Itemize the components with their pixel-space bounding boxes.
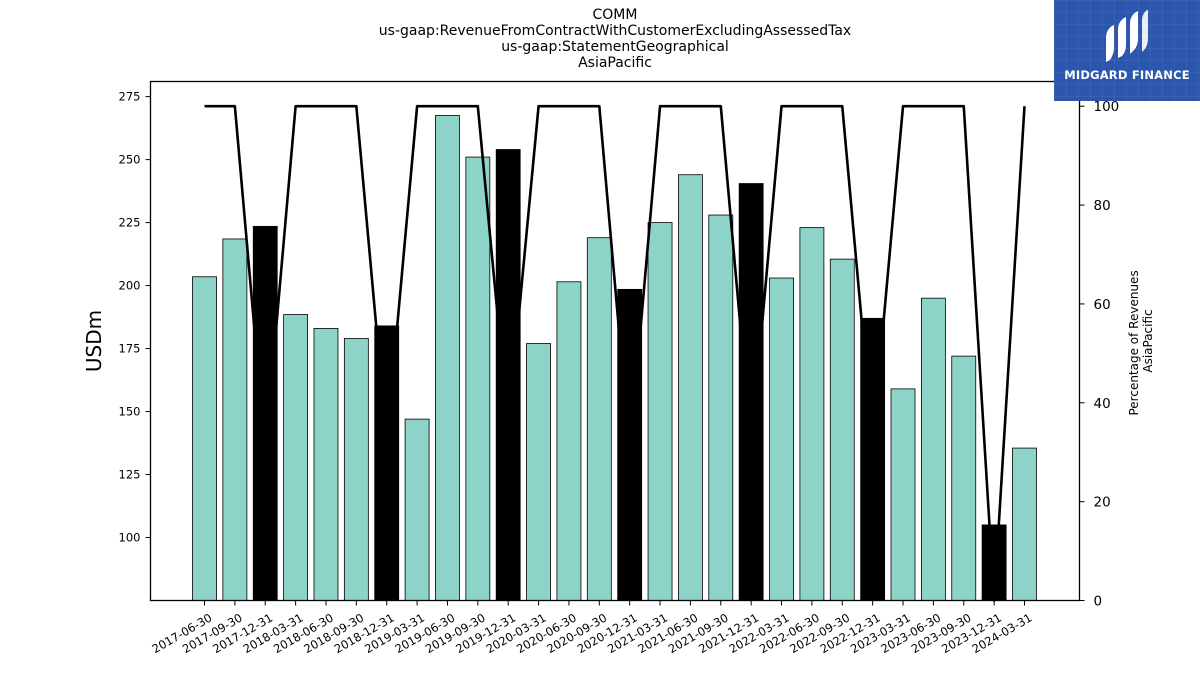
bar-2018-12-31 [374,325,400,601]
bar-2024-03-31 [1012,447,1037,601]
logo-text: MIDGARD FINANCE [1064,68,1190,82]
bar-2020-03-31 [526,343,551,601]
bar-2023-09-30 [951,355,977,601]
y2-axis-label-line-1: Percentage of Revenues [1127,270,1141,415]
bars [192,115,1037,601]
percentage-line [204,104,1026,602]
title-line-3: us-gaap:StatementGeographical [501,39,729,55]
y-tick-label: 175 [119,342,141,356]
bar-2022-06-30 [799,227,825,601]
bar-2018-06-30 [313,327,339,601]
bar-2021-12-31 [738,183,764,601]
bar-2021-09-30 [708,214,734,601]
bar-2022-03-31 [769,277,794,601]
title-line-4: AsiaPacific [578,55,652,71]
plot-frame [149,80,1081,602]
y-tick-label: 250 [119,153,141,167]
bar-2017-09-30 [222,238,248,601]
bar-2018-03-31 [283,314,309,601]
y2-tick-label: 80 [1094,198,1111,214]
bar-2019-03-31 [404,418,430,601]
bar-2019-12-31 [495,149,521,601]
y2-tick-label: 40 [1094,396,1111,412]
midgard-logo-icon [1106,10,1148,62]
percentage-line-path [204,104,1026,602]
y-tick-label: 125 [119,468,141,482]
y-tick-label: 225 [119,216,141,230]
y2-axis-label-line-2: AsiaPacific [1141,309,1155,372]
bar-2017-06-30 [192,276,217,601]
bar-2021-03-31 [647,222,673,601]
y-axis-label: USDm [82,310,106,372]
title-line-1: COMM [592,7,638,23]
y2-axis-label: Percentage of Revenues AsiaPacific [1127,266,1155,415]
y2-tick-label: 0 [1094,594,1103,610]
title-line-2: us-gaap:RevenueFromContractWithCustomerE… [378,23,852,39]
y-axis-left: 100 125 150 175 200 225 250 275 [119,90,151,545]
y-tick-label: 100 [119,531,141,545]
bar-2019-06-30 [435,115,460,601]
y-tick-label: 200 [119,279,141,293]
bar-2023-03-31 [890,388,916,601]
y-axis-right: 0 20 40 60 80 100 [1079,99,1120,610]
bar-2022-09-30 [829,258,855,601]
y-tick-label: 150 [119,405,141,419]
midgard-finance-logo: MIDGARD FINANCE [1054,0,1200,101]
y2-tick-label: 20 [1094,495,1111,511]
bar-2020-06-30 [556,281,582,601]
bar-2023-06-30 [920,297,946,601]
chart-title: COMM us-gaap:RevenueFromContractWithCust… [165,7,1065,71]
y2-tick-label: 100 [1094,99,1120,115]
y2-tick-label: 60 [1094,297,1111,313]
x-axis: 2017-06-302017-09-302017-12-312018-03-31… [150,600,1034,656]
bar-2020-09-30 [586,237,612,601]
bar-2018-09-30 [343,338,369,601]
bar-2017-12-31 [252,225,278,601]
y-tick-label: 275 [119,90,141,104]
bar-2021-06-30 [678,174,703,601]
bar-2019-09-30 [465,156,491,601]
